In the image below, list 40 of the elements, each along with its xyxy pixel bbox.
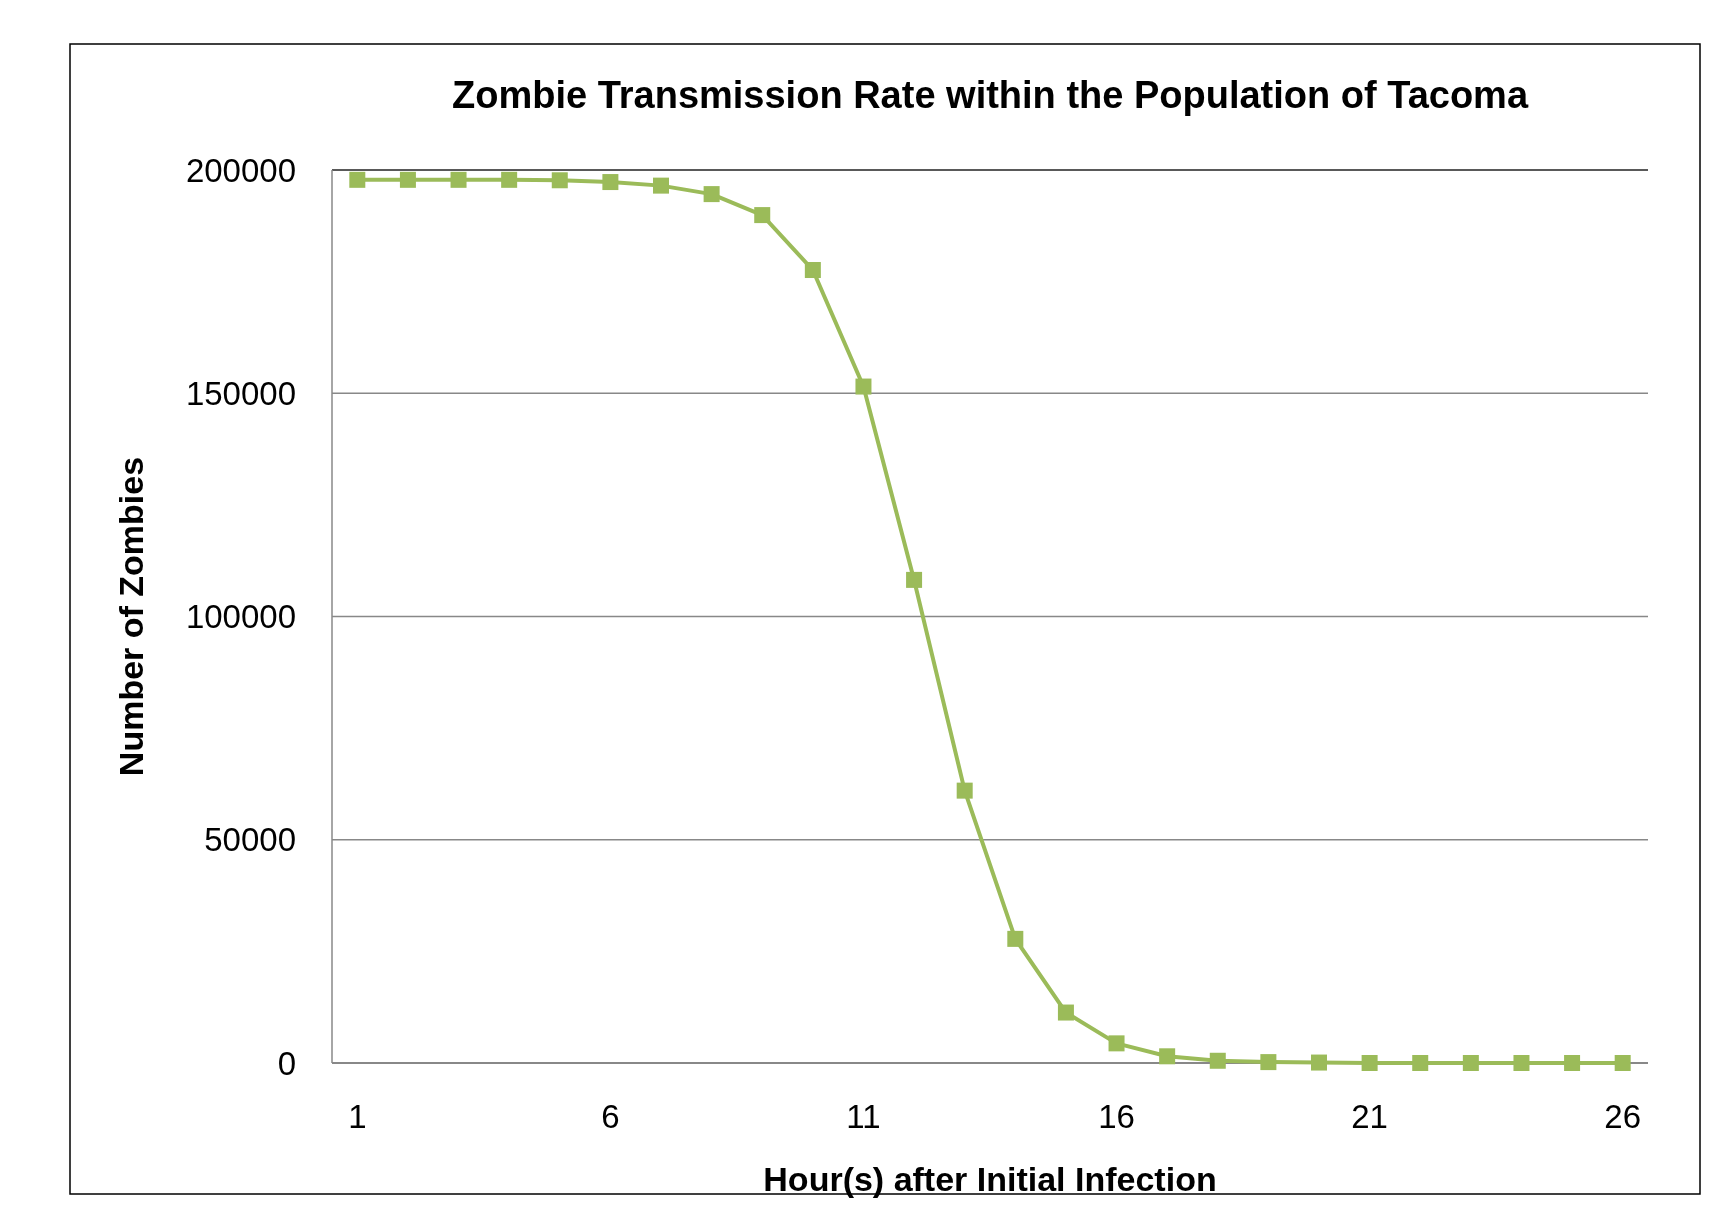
chart-title: Zombie Transmission Rate within the Population of Tacoma — [451, 74, 1529, 116]
point — [956, 782, 973, 799]
point — [1159, 1048, 1176, 1065]
point — [703, 186, 720, 203]
point — [855, 378, 872, 395]
point — [1564, 1055, 1581, 1071]
x-tick-label: 26 — [1604, 1098, 1642, 1135]
x-tick-label: 6 — [601, 1098, 620, 1135]
x-axis-title: Hour(s) after Initial Infection — [763, 1160, 1217, 1198]
point — [1311, 1054, 1327, 1071]
y-tick-label: 0 — [277, 1044, 296, 1082]
point — [1209, 1052, 1226, 1069]
x-tick-label: 21 — [1351, 1098, 1388, 1135]
y-tick-label: 50000 — [204, 821, 296, 859]
y-tick-label: 100000 — [185, 598, 296, 636]
point — [804, 262, 821, 279]
x-tick-label: 16 — [1098, 1098, 1135, 1135]
x-tick-label: 1 — [348, 1098, 367, 1135]
y-axis-title: Number of Zombies — [112, 456, 150, 777]
point — [1361, 1055, 1378, 1071]
point — [1057, 1004, 1074, 1021]
point — [1513, 1055, 1530, 1071]
point — [450, 171, 467, 188]
point — [1007, 930, 1024, 947]
point — [602, 174, 619, 191]
point — [1412, 1055, 1429, 1071]
point — [1462, 1055, 1479, 1071]
point — [1108, 1035, 1125, 1052]
point — [501, 171, 518, 188]
y-tick-label: 200000 — [185, 151, 296, 189]
point — [906, 571, 923, 588]
point — [551, 172, 568, 189]
point — [399, 171, 416, 188]
point — [1614, 1055, 1631, 1071]
x-tick-label: 11 — [846, 1098, 881, 1135]
point — [349, 171, 366, 188]
point — [653, 177, 669, 194]
y-tick-label: 150000 — [185, 374, 296, 412]
point — [1260, 1054, 1277, 1071]
point — [754, 207, 771, 224]
